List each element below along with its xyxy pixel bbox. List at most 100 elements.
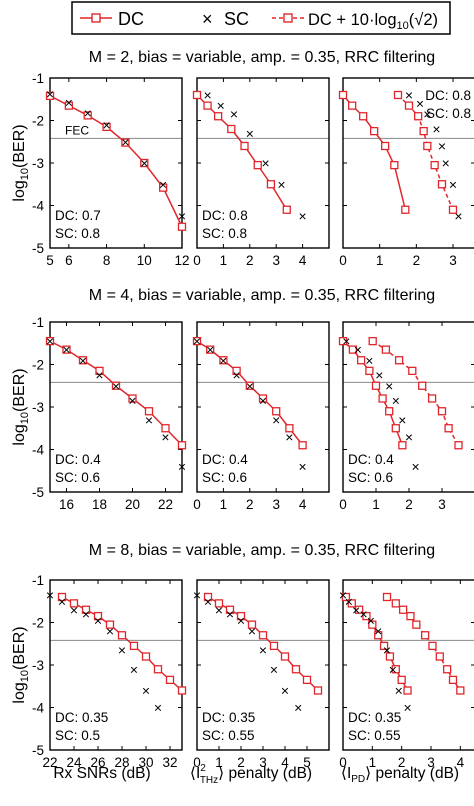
panel-r1-c1: FEC -1 -2 -3 -4 -55 6 8 10 12 × × × × × × × × DC: 0.7 SC: 0…	[32, 71, 190, 268]
dc-point	[359, 112, 368, 121]
sc-point: ×	[233, 367, 241, 383]
panel-annotation: SC: 0.8	[426, 106, 471, 121]
dc-shifted-point	[427, 394, 437, 403]
sc-point: ×	[46, 333, 54, 349]
sc-point: ×	[398, 412, 406, 428]
dc-point	[105, 620, 115, 629]
dc-series-line	[196, 94, 288, 211]
sc-point: ×	[84, 105, 92, 121]
dc-point	[385, 652, 395, 661]
y-tick-label: -5	[32, 743, 44, 758]
dc-point	[102, 122, 111, 132]
x-axis-label-col2-sub: THz	[200, 775, 218, 786]
x-axis-label-col2-post: ⟩ penalty (dB)	[218, 765, 312, 782]
x-tick-label: 16	[59, 497, 74, 512]
dc-point	[378, 394, 387, 403]
y-axis-label-main: log	[11, 424, 28, 445]
sc-point: ×	[299, 459, 307, 475]
x-tick-label: 1	[376, 253, 384, 268]
dc-point	[69, 599, 79, 608]
dc-point	[398, 441, 407, 450]
dc-shifted-point	[368, 336, 377, 346]
sc-point: ×	[259, 642, 267, 658]
sc-point: ×	[94, 612, 102, 628]
sc-point: ×	[204, 593, 212, 609]
y-tick-label: -4	[32, 443, 44, 458]
sc-point: ×	[217, 98, 225, 114]
sc-point: ×	[262, 155, 270, 171]
sc-point: ×	[62, 342, 70, 358]
panel-annotation: SC: 0.55	[202, 728, 255, 743]
sc-point: ×	[365, 352, 373, 368]
dc-shifted-point	[448, 205, 458, 214]
dc-shifted-point	[398, 605, 408, 614]
dc-shifted-point	[444, 424, 453, 433]
sc-point: ×	[375, 367, 383, 383]
dc-shifted-point	[420, 631, 430, 640]
dc-point	[219, 356, 228, 365]
dc-shifted-point	[435, 652, 444, 661]
legend-dc-shift-swatch-marker	[283, 13, 293, 23]
dc-shifted-point	[437, 180, 447, 189]
sc-point: ×	[178, 208, 186, 224]
dc-point	[391, 424, 400, 433]
x-tick-label: 2	[246, 253, 254, 268]
dc-point	[269, 641, 279, 651]
dc-shifted-point	[408, 366, 417, 376]
dc-point	[347, 599, 356, 608]
dc-point	[214, 599, 224, 608]
sc-point: ×	[270, 661, 278, 677]
sc-point: ×	[449, 176, 457, 192]
dc-series-line	[342, 94, 407, 210]
panel-annotation: DC: 0.4	[202, 452, 248, 467]
dc-point	[253, 160, 262, 170]
x-tick-label: 0	[193, 497, 201, 512]
fec-label: FEC	[65, 123, 89, 137]
sc-point: ×	[203, 87, 211, 103]
y-axis-label-tail: (BER)	[11, 368, 28, 412]
x-tick-label: 2	[398, 755, 406, 770]
sc-point: ×	[438, 138, 446, 154]
y-axis-label-tail: (BER)	[11, 124, 28, 168]
panel-annotation: DC: 0.35	[55, 710, 108, 725]
dc-point	[247, 620, 257, 629]
sc-point: ×	[277, 176, 285, 192]
legend-dc-shift-label: DC + 10·log10(√2)	[308, 11, 438, 32]
x-tick-label: 1	[215, 755, 223, 770]
dc-point	[165, 675, 175, 685]
legend-frame	[71, 1, 451, 35]
x-tick-label: 28	[114, 755, 129, 770]
panel-annotation: DC: 0.35	[202, 710, 255, 725]
sc-point: ×	[405, 429, 413, 445]
y-tick-label: -5	[32, 485, 44, 500]
y-axis-label-sub: 10	[19, 168, 31, 180]
x-tick-label: 1	[220, 253, 228, 268]
y-tick-label: -1	[32, 315, 44, 330]
dc-point	[356, 356, 366, 365]
x-tick-label: 4	[299, 497, 307, 512]
dc-point	[354, 605, 364, 614]
y-tick-label: -4	[32, 701, 44, 716]
dc-point	[381, 141, 390, 151]
x-tick-label: 2	[246, 497, 254, 512]
dc-point	[313, 686, 323, 695]
dc-point	[192, 90, 202, 100]
sc-point: ×	[345, 593, 353, 609]
sc-point: ×	[70, 602, 78, 618]
dc-point	[225, 605, 235, 614]
sc-point: ×	[102, 117, 110, 133]
x-tick-label: 3	[449, 253, 457, 268]
sc-point: ×	[219, 352, 227, 368]
sc-point: ×	[215, 602, 223, 618]
x-tick-label: 5	[303, 755, 311, 770]
dc-point	[371, 381, 381, 390]
sc-point: ×	[392, 393, 400, 409]
dc-shifted-point	[381, 345, 391, 354]
dc-point	[177, 441, 187, 450]
panel-annotation: DC: 0.4	[348, 452, 394, 467]
x-tick-label: 8	[103, 253, 111, 268]
legend-dc-shift-tail: (√2)	[409, 11, 438, 29]
panel-r1-c2: 0 1 2 3 4 × × × × × × × DC: 0.8 SC: 0.8	[192, 77, 330, 268]
